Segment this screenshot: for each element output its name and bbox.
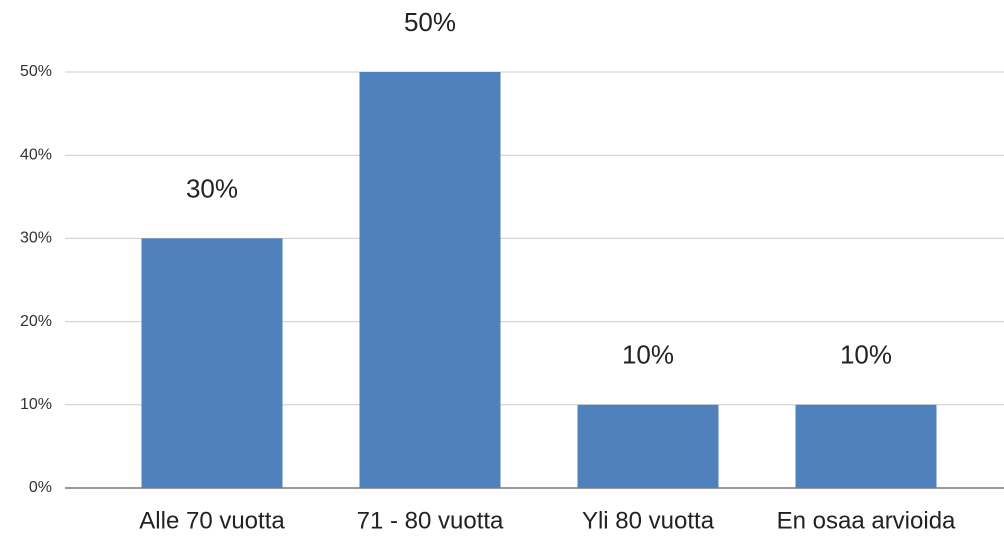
bar <box>359 72 501 488</box>
x-tick-label: Yli 80 vuotta <box>582 507 715 534</box>
y-tick-label: 40% <box>20 146 52 163</box>
y-tick-label: 10% <box>20 396 52 413</box>
x-tick-label: En osaa arvioida <box>777 507 956 534</box>
bar <box>577 404 719 488</box>
value-label: 50% <box>404 7 456 37</box>
y-tick-label: 20% <box>20 313 52 330</box>
bar <box>141 238 283 488</box>
bar <box>795 404 937 488</box>
y-tick-label: 50% <box>20 63 52 80</box>
value-label: 10% <box>840 340 892 370</box>
y-tick-label: 30% <box>20 230 52 247</box>
x-tick-label: 71 - 80 vuotta <box>357 507 504 534</box>
value-label: 10% <box>622 340 674 370</box>
x-tick-label: Alle 70 vuotta <box>139 507 285 534</box>
y-tick-label: 0% <box>29 479 52 496</box>
value-label: 30% <box>186 173 238 203</box>
